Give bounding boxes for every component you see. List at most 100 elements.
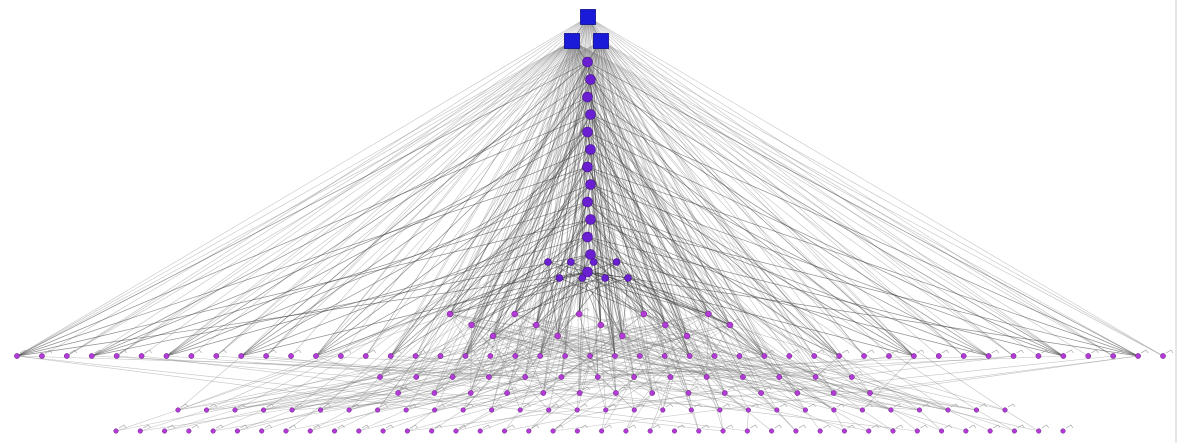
graph-edge xyxy=(571,40,765,357)
leaf-node xyxy=(263,353,269,359)
leaf-node xyxy=(213,353,220,359)
node-label-mark xyxy=(1041,424,1049,429)
graph-edge xyxy=(116,16,589,357)
bottom-node xyxy=(356,428,362,434)
node-label-mark xyxy=(437,386,445,391)
graph-edge xyxy=(587,271,1139,357)
node-label-mark xyxy=(517,307,525,312)
graph-edge xyxy=(571,40,964,357)
node-label-mark xyxy=(293,349,302,354)
graph-edge xyxy=(747,409,749,432)
node-label-mark xyxy=(551,403,559,408)
graph-edge xyxy=(16,355,707,378)
graph-edge xyxy=(600,40,731,326)
leaf-node xyxy=(935,353,942,359)
graph-edge xyxy=(622,335,749,411)
node-label-mark xyxy=(452,307,461,312)
graph-edge xyxy=(691,409,700,432)
graph-edge xyxy=(263,335,687,411)
graph-edge xyxy=(16,40,602,357)
graph-edge xyxy=(576,324,602,411)
graph-edge xyxy=(605,324,731,411)
graph-edge xyxy=(216,40,573,357)
graph-edge xyxy=(833,409,845,432)
node-label-mark xyxy=(582,386,590,391)
graph-edge xyxy=(390,236,588,357)
graph-edge xyxy=(779,376,869,432)
bottom-node xyxy=(720,428,726,434)
graph-edge xyxy=(348,324,472,411)
graph-edge xyxy=(587,16,623,337)
bottom-node xyxy=(817,428,823,434)
graph-edge xyxy=(470,324,601,394)
graph-edge xyxy=(706,376,724,432)
leaf-node xyxy=(661,353,668,359)
leaf-node xyxy=(14,353,20,359)
graph-edge xyxy=(471,324,949,411)
leaf-node xyxy=(811,353,818,359)
node-label-mark xyxy=(434,424,442,429)
lower-node xyxy=(649,390,656,396)
node-label-mark xyxy=(709,370,717,375)
graph-edge xyxy=(536,324,635,378)
graph-edge xyxy=(315,355,464,411)
lower-node xyxy=(667,374,674,380)
graph-edge xyxy=(833,392,920,411)
graph-edge xyxy=(455,409,492,432)
node-label-mark xyxy=(94,349,102,354)
node-label-mark xyxy=(665,403,674,408)
graph-edge xyxy=(66,40,602,357)
graph-edge xyxy=(571,40,890,357)
graph-edge xyxy=(377,392,508,411)
graph-edge xyxy=(553,355,1139,432)
leaf-node xyxy=(238,353,245,359)
graph-edge xyxy=(686,335,863,411)
node-label-mark xyxy=(491,370,500,375)
graph-edge xyxy=(805,409,821,432)
bottom-node xyxy=(1060,428,1066,434)
bottom-node xyxy=(859,407,865,413)
graph-edge xyxy=(462,271,588,411)
leaf-node xyxy=(1010,353,1017,359)
graph-edge xyxy=(292,324,666,411)
graph-nodes xyxy=(14,9,1174,434)
graph-edge xyxy=(587,271,914,357)
node-label-mark xyxy=(922,403,930,408)
graph-edge xyxy=(571,40,1064,357)
node-label-mark xyxy=(763,386,772,391)
graph-edge xyxy=(600,40,671,378)
graph-edge xyxy=(890,409,918,432)
graph-edge xyxy=(16,355,435,411)
graph-edge xyxy=(315,355,743,378)
graph-edge xyxy=(415,40,573,357)
graph-edge xyxy=(719,409,724,432)
node-label-mark xyxy=(1017,424,1025,429)
bottom-node xyxy=(460,407,466,413)
node-label-mark xyxy=(215,424,224,429)
graph-edge xyxy=(465,166,588,357)
node-label-mark xyxy=(628,424,637,429)
leaf-node xyxy=(786,353,793,359)
graph-edge xyxy=(587,61,1139,357)
graph-edge xyxy=(662,376,671,411)
graph-edge xyxy=(587,16,762,394)
graph-edge xyxy=(379,16,589,378)
graph-edge xyxy=(241,355,725,394)
graph-edge xyxy=(600,40,715,357)
graph-edge xyxy=(578,40,602,315)
graph-edge xyxy=(686,335,726,394)
graph-edge xyxy=(66,16,589,357)
leaf-node xyxy=(960,353,967,359)
node-label-mark xyxy=(618,386,627,391)
graph-edge xyxy=(449,277,606,315)
graph-edge xyxy=(514,313,871,394)
graph-edge xyxy=(587,61,744,378)
bottom-node xyxy=(866,428,872,434)
graph-edge xyxy=(292,355,1014,411)
graph-edge xyxy=(16,16,589,357)
graph-edge xyxy=(166,236,588,357)
leaf-node xyxy=(63,353,70,359)
graph-edge xyxy=(587,16,645,315)
graph-edge xyxy=(600,40,964,357)
graph-edge xyxy=(525,324,666,378)
